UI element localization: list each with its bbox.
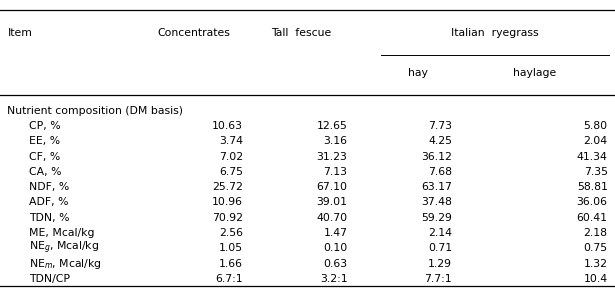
- Text: 7.35: 7.35: [584, 167, 608, 177]
- Text: Concentrates: Concentrates: [157, 28, 230, 38]
- Text: 3.2:1: 3.2:1: [320, 274, 347, 284]
- Text: 67.10: 67.10: [317, 182, 347, 192]
- Text: 40.70: 40.70: [316, 213, 347, 223]
- Text: 1.47: 1.47: [323, 228, 347, 238]
- Text: 5.80: 5.80: [584, 121, 608, 131]
- Text: 0.75: 0.75: [584, 243, 608, 253]
- Text: 10.4: 10.4: [584, 274, 608, 284]
- Text: 7.13: 7.13: [323, 167, 347, 177]
- Text: Tall  fescue: Tall fescue: [271, 28, 331, 38]
- Text: 0.71: 0.71: [428, 243, 452, 253]
- Text: 7.73: 7.73: [428, 121, 452, 131]
- Text: 36.06: 36.06: [577, 198, 608, 207]
- Text: 6.75: 6.75: [219, 167, 243, 177]
- Text: hay: hay: [408, 69, 428, 78]
- Text: 1.32: 1.32: [584, 259, 608, 268]
- Text: 3.16: 3.16: [323, 137, 347, 146]
- Text: 2.56: 2.56: [219, 228, 243, 238]
- Text: 59.29: 59.29: [421, 213, 452, 223]
- Text: Italian  ryegrass: Italian ryegrass: [451, 28, 539, 38]
- Text: 60.41: 60.41: [577, 213, 608, 223]
- Text: 1.66: 1.66: [219, 259, 243, 268]
- Text: NDF, %: NDF, %: [29, 182, 69, 192]
- Text: 1.29: 1.29: [428, 259, 452, 268]
- Text: 31.23: 31.23: [317, 152, 347, 162]
- Text: 1.05: 1.05: [219, 243, 243, 253]
- Text: 41.34: 41.34: [577, 152, 608, 162]
- Text: Item: Item: [7, 28, 32, 38]
- Text: 7.68: 7.68: [428, 167, 452, 177]
- Text: 0.10: 0.10: [323, 243, 347, 253]
- Text: 36.12: 36.12: [421, 152, 452, 162]
- Text: 58.81: 58.81: [577, 182, 608, 192]
- Text: 70.92: 70.92: [212, 213, 243, 223]
- Text: 2.14: 2.14: [428, 228, 452, 238]
- Text: 4.25: 4.25: [428, 137, 452, 146]
- Text: 63.17: 63.17: [421, 182, 452, 192]
- Text: 10.63: 10.63: [212, 121, 243, 131]
- Text: 39.01: 39.01: [317, 198, 347, 207]
- Text: NE$_g$, Mcal/kg: NE$_g$, Mcal/kg: [29, 240, 99, 256]
- Text: 7.7:1: 7.7:1: [424, 274, 452, 284]
- Text: 12.65: 12.65: [317, 121, 347, 131]
- Text: 25.72: 25.72: [212, 182, 243, 192]
- Text: 6.7:1: 6.7:1: [215, 274, 243, 284]
- Text: 7.02: 7.02: [219, 152, 243, 162]
- Text: CP, %: CP, %: [29, 121, 60, 131]
- Text: 0.63: 0.63: [323, 259, 347, 268]
- Text: ADF, %: ADF, %: [29, 198, 68, 207]
- Text: haylage: haylage: [514, 69, 557, 78]
- Text: 10.96: 10.96: [212, 198, 243, 207]
- Text: CF, %: CF, %: [29, 152, 60, 162]
- Text: 2.04: 2.04: [584, 137, 608, 146]
- Text: 2.18: 2.18: [584, 228, 608, 238]
- Text: 3.74: 3.74: [219, 137, 243, 146]
- Text: CA, %: CA, %: [29, 167, 62, 177]
- Text: EE, %: EE, %: [29, 137, 60, 146]
- Text: ME, Mcal/kg: ME, Mcal/kg: [29, 228, 95, 238]
- Text: TDN, %: TDN, %: [29, 213, 69, 223]
- Text: 37.48: 37.48: [421, 198, 452, 207]
- Text: NE$_m$, Mcal/kg: NE$_m$, Mcal/kg: [29, 257, 101, 270]
- Text: Nutrient composition (DM basis): Nutrient composition (DM basis): [7, 106, 183, 116]
- Text: TDN/CP: TDN/CP: [29, 274, 70, 284]
